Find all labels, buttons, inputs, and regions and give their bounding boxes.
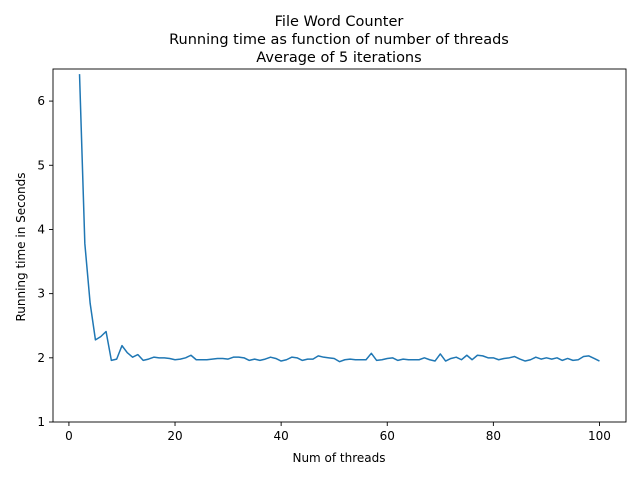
chart-title-line-2: Running time as function of number of th… xyxy=(169,32,509,48)
y-axis-label: Running time in Seconds xyxy=(14,172,28,321)
y-tick-label: 2 xyxy=(37,351,45,365)
y-tick-label: 1 xyxy=(37,415,45,429)
series-line-0 xyxy=(78,74,600,363)
x-tick-label: 40 xyxy=(273,429,288,443)
chart-title-line-3: Average of 5 iterations xyxy=(256,50,421,66)
chart-title-line-1: File Word Counter xyxy=(275,14,404,30)
x-tick-label: 60 xyxy=(380,429,395,443)
y-tick-label: 4 xyxy=(37,222,45,236)
x-tick-label: 0 xyxy=(65,429,73,443)
axes-frame xyxy=(52,68,627,423)
y-tick-label: 5 xyxy=(37,158,45,172)
x-tick-label: 20 xyxy=(167,429,182,443)
axis-ticks: 0 20 40 60 80 100 1 2 3 4 5 6 xyxy=(37,94,611,443)
x-axis-label: Num of threads xyxy=(292,451,385,465)
y-tick-label: 3 xyxy=(37,287,45,301)
x-tick-label: 100 xyxy=(588,429,611,443)
y-tick-label: 6 xyxy=(37,94,45,108)
x-tick-label: 80 xyxy=(486,429,501,443)
plot-area xyxy=(52,68,627,423)
